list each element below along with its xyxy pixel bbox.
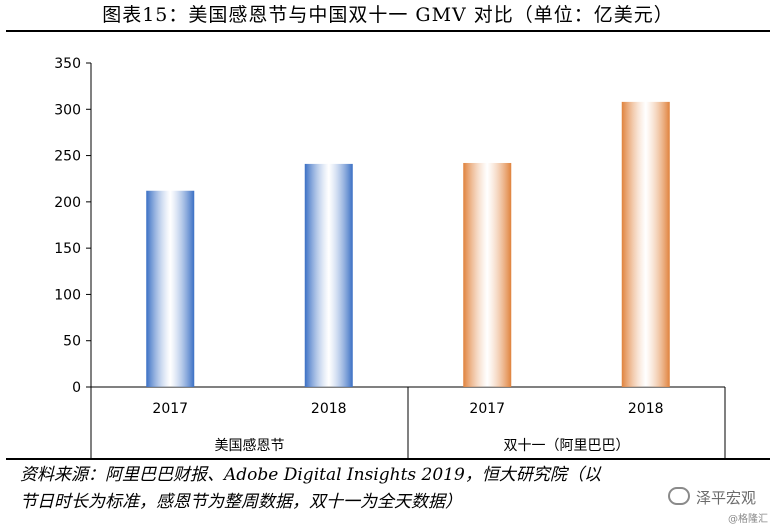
x-category-label: 2017 [152, 401, 188, 417]
bar [146, 190, 195, 387]
source-line-1: 资料来源：阿里巴巴财报、Adobe Digital Insights 2019，… [20, 465, 601, 485]
bar [304, 163, 353, 387]
bar [463, 162, 512, 387]
y-tick-label: 100 [54, 287, 81, 303]
bar-chart: 0 50 100 150 200 250 300 350 2017 2018 美国感恩节 2017 20… [54, 56, 726, 458]
source-note: 资料来源：阿里巴巴财报、Adobe Digital Insights 2019，… [20, 462, 760, 516]
watermark: 泽平宏观 [667, 487, 756, 508]
bar [621, 101, 670, 387]
chart-title: 图表15：美国感恩节与中国双十一 GMV 对比（单位：亿美元） [102, 4, 674, 26]
wechat-icon [667, 487, 690, 505]
source-line-2: 节日时长为标准，感恩节为整周数据，双十一为全天数据） [20, 492, 462, 512]
x-category-label: 2018 [628, 401, 664, 417]
x-category-label: 2017 [469, 401, 505, 417]
watermark-name: 泽平宏观 [695, 489, 756, 507]
y-tick-label: 50 [63, 334, 81, 350]
group-label: 双十一（阿里巴巴） [504, 438, 630, 454]
source-rule [6, 458, 770, 460]
title-rule [6, 30, 770, 32]
y-tick-label: 200 [54, 195, 81, 211]
group-label: 美国感恩节 [215, 437, 285, 454]
y-tick-label: 150 [54, 241, 81, 257]
y-tick-label: 250 [54, 149, 81, 165]
y-tick-label: 300 [54, 102, 81, 118]
watermark-handle: @格隆汇 [728, 514, 768, 525]
y-tick-label: 0 [72, 380, 81, 396]
y-tick-label: 350 [54, 56, 81, 72]
x-category-label: 2018 [311, 401, 347, 417]
